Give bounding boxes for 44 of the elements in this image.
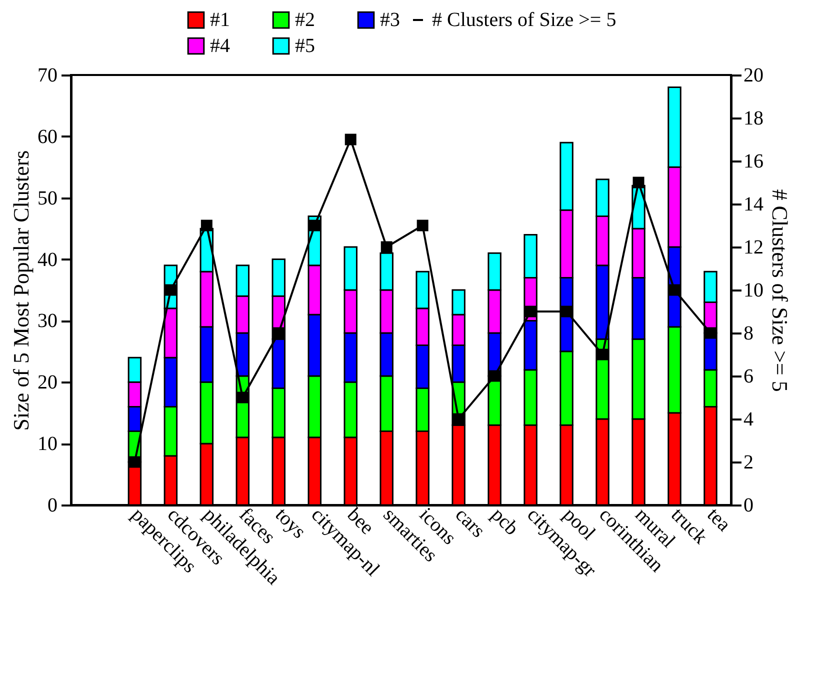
point — [272, 327, 284, 339]
y2-tick-label: 2 — [744, 452, 754, 474]
point — [452, 413, 464, 425]
legend-label: # Clusters of Size >= 5 — [432, 9, 616, 31]
point — [560, 306, 572, 318]
y-tick-label: 60 — [38, 126, 58, 148]
y-tick-label: 30 — [38, 310, 58, 332]
point — [632, 176, 644, 188]
y2-tick-label: 8 — [744, 322, 754, 344]
y-tick-label: 0 — [48, 494, 58, 516]
point — [416, 220, 428, 232]
point — [344, 134, 356, 146]
point — [524, 306, 536, 318]
y2-axis-title: # Clusters of Size >= 5 — [768, 189, 792, 392]
point — [488, 370, 500, 382]
y2-tick-label: 18 — [744, 108, 764, 130]
legend-label: #4 — [210, 35, 230, 57]
y-tick-label: 20 — [38, 372, 58, 394]
y-tick-label: 40 — [38, 248, 58, 271]
legend-label: #1 — [210, 9, 230, 32]
y2-tick-label: 10 — [744, 280, 764, 302]
legend-label: #5 — [295, 35, 315, 57]
y2-tick-label: 12 — [744, 236, 764, 258]
y2-tick-label: 6 — [744, 366, 754, 388]
point — [128, 456, 140, 468]
x-tick-label: pcb — [486, 504, 523, 540]
y2-tick-label: 20 — [744, 64, 764, 86]
y-tick-label: 10 — [38, 433, 58, 456]
y-tick-label: 70 — [38, 64, 58, 86]
point — [704, 327, 716, 339]
point — [380, 241, 392, 253]
y2-tick-label: 0 — [744, 494, 754, 516]
y-tick-label: 50 — [38, 187, 58, 210]
y-axis-title: Size of 5 Most Popular Clusters — [8, 150, 34, 431]
point — [200, 220, 212, 232]
y2-tick-label: 14 — [744, 194, 764, 216]
y2-tick-label: 4 — [744, 408, 754, 430]
point — [596, 348, 608, 360]
point — [236, 392, 248, 404]
legend-label: #2 — [295, 9, 315, 32]
legend-label: #3 — [380, 9, 400, 32]
y2-tick-label: 16 — [744, 150, 764, 172]
point — [308, 220, 320, 232]
point — [668, 284, 680, 296]
